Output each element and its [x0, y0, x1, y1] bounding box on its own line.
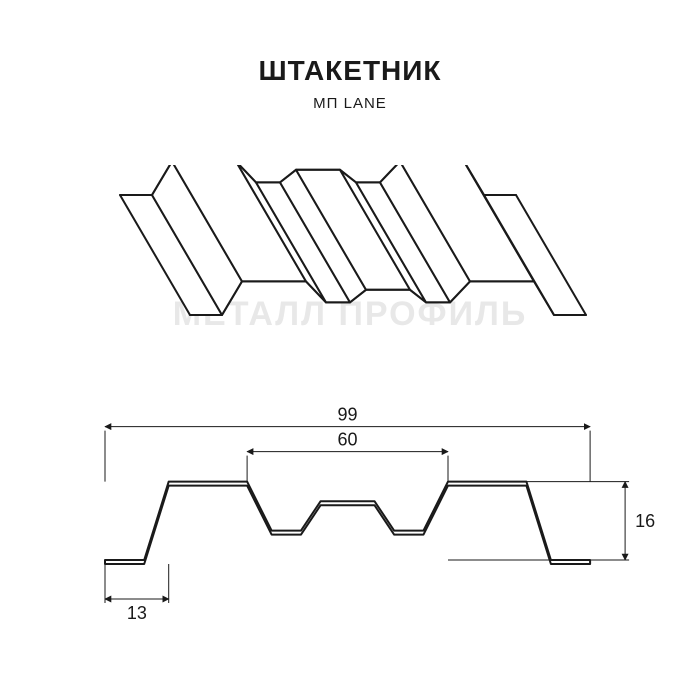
diagram-subtitle: МП LANE [0, 95, 700, 112]
svg-text:99: 99 [338, 405, 358, 425]
svg-text:13: 13 [127, 603, 147, 623]
profile-view: 99 60 13 16 [0, 405, 700, 645]
svg-text:60: 60 [338, 430, 358, 450]
profile-svg: 99 60 13 16 [0, 405, 700, 645]
svg-text:16: 16 [635, 511, 655, 531]
diagram-title: ШТАКЕТНИК [0, 55, 700, 87]
isometric-svg [0, 165, 700, 395]
isometric-view [0, 165, 700, 395]
